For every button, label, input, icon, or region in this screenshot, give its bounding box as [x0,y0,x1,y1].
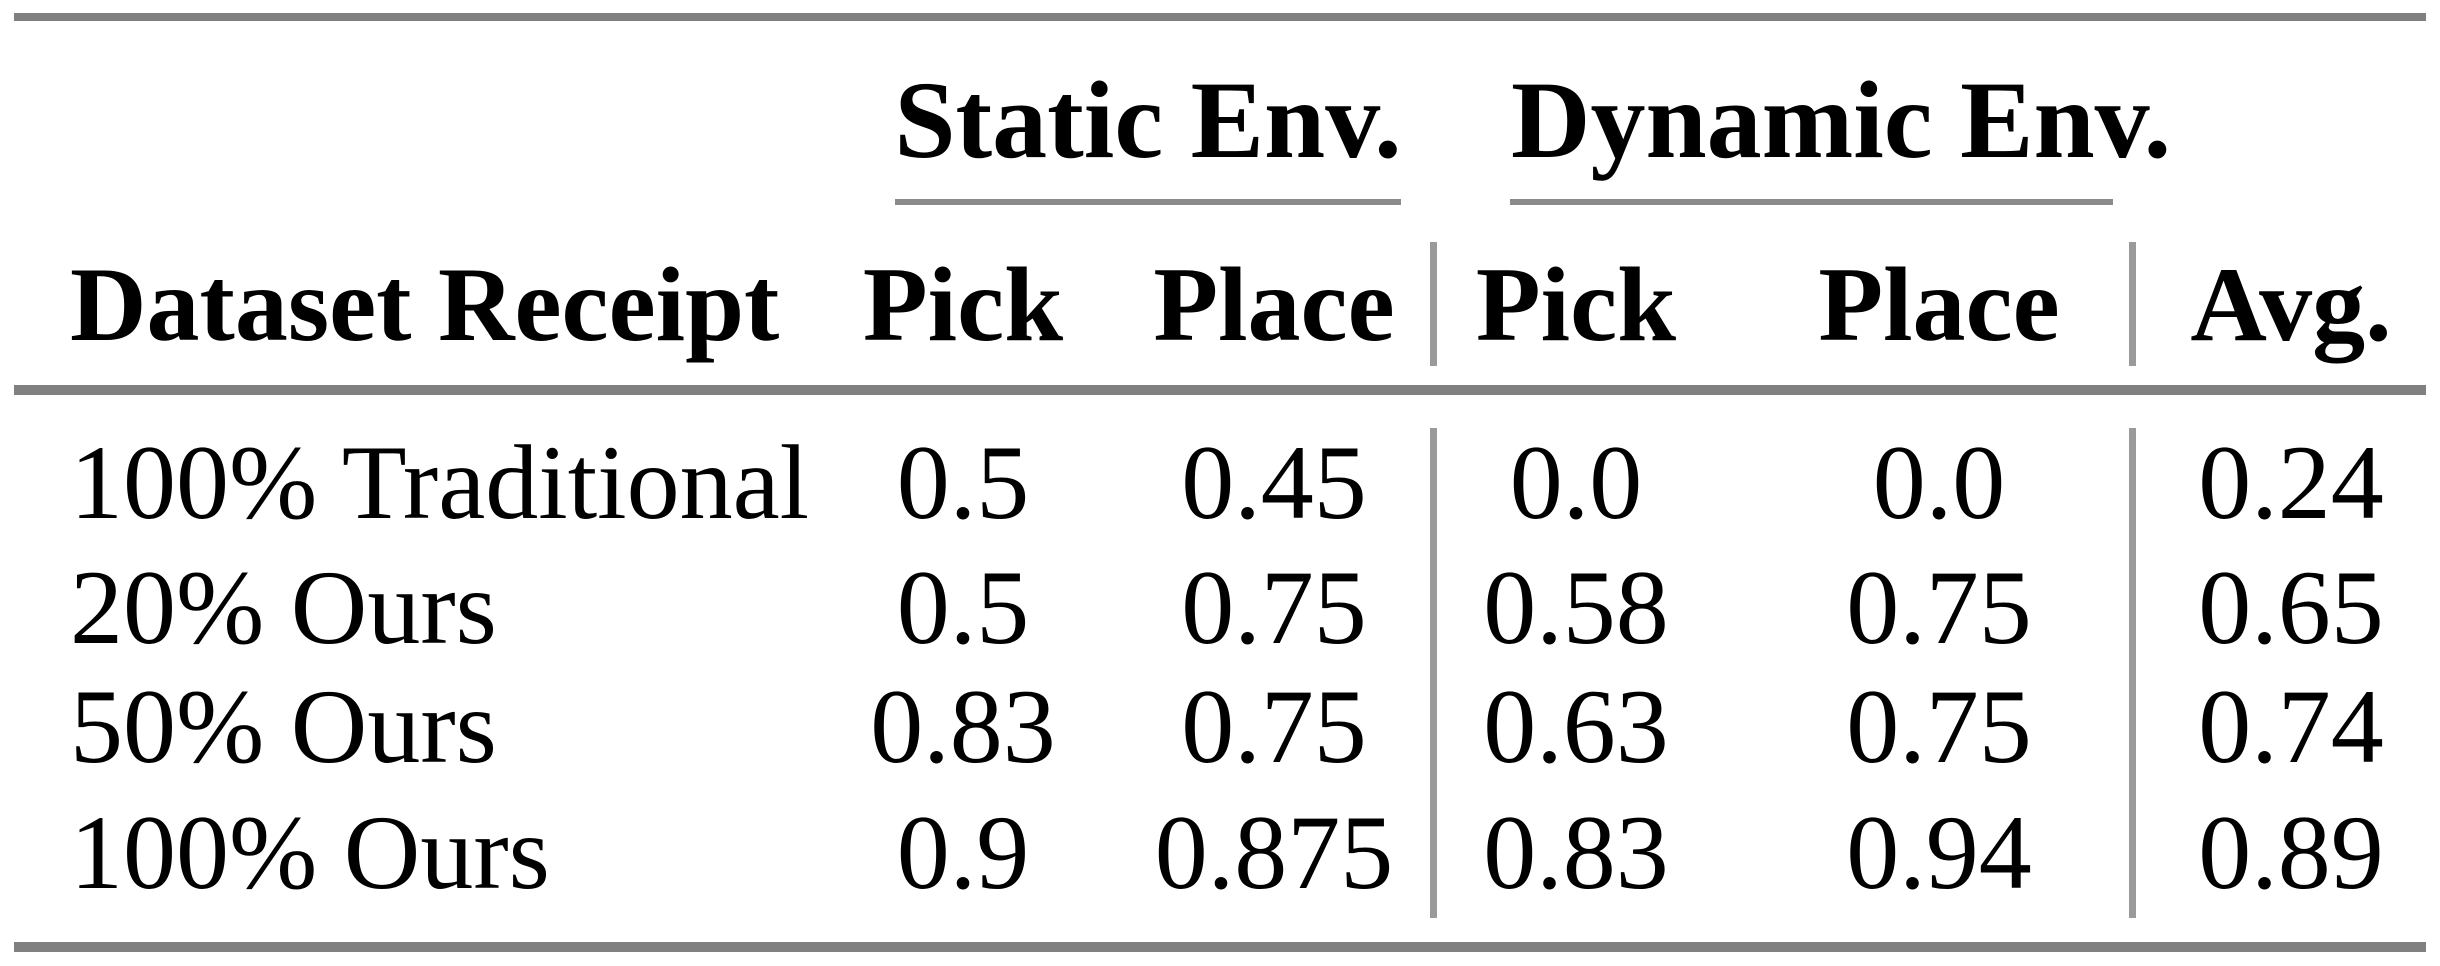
cell-avg: 0.24 [2198,424,2384,541]
vertical-rule-2-header [2129,242,2136,366]
cell-dynamic-pick: 0.58 [1483,549,1669,666]
column-header-static-pick: Pick [862,246,1064,363]
cell-static-place: 0.75 [1181,549,1367,666]
column-header-dynamic-pick: Pick [1475,246,1677,363]
vertical-rule-1-header [1430,242,1437,366]
row-label: 20% Ours [70,549,497,666]
cell-static-place: 0.75 [1181,668,1367,785]
vertical-rule-1-body [1430,428,1437,918]
column-header-static-place: Place [1153,246,1395,363]
cell-dynamic-place: 0.0 [1872,424,2006,541]
group-header-dynamic-env: Dynamic Env. [1511,59,2172,181]
cell-dynamic-place: 0.94 [1846,794,2032,911]
dynamic-env-underline [1510,199,2113,205]
column-header-avg: Avg. [2190,246,2392,363]
header-separator-rule [14,385,2426,395]
cell-static-place: 0.45 [1181,424,1367,541]
static-env-underline [895,199,1401,205]
cell-static-pick: 0.83 [870,668,1056,785]
cell-dynamic-pick: 0.0 [1509,424,1643,541]
top-rule [14,13,2426,21]
cell-avg: 0.74 [2198,668,2384,785]
cell-avg: 0.65 [2198,549,2384,666]
cell-dynamic-pick: 0.83 [1483,794,1669,911]
bottom-rule [14,942,2426,952]
vertical-rule-2-body [2129,428,2136,918]
cell-dynamic-place: 0.75 [1846,668,2032,785]
cell-static-pick: 0.5 [896,424,1030,541]
cell-static-pick: 0.5 [896,549,1030,666]
row-label: 100% Ours [70,794,550,911]
cell-static-pick: 0.9 [896,794,1030,911]
column-header-dataset-receipt: Dataset Receipt [70,246,780,363]
row-label: 100% Traditional [70,424,810,541]
row-label: 50% Ours [70,668,497,785]
cell-dynamic-place: 0.75 [1846,549,2032,666]
group-header-static-env: Static Env. [894,59,1402,181]
column-header-dynamic-place: Place [1818,246,2060,363]
cell-avg: 0.89 [2198,794,2384,911]
cell-dynamic-pick: 0.63 [1483,668,1669,785]
cell-static-place: 0.875 [1154,794,1394,911]
